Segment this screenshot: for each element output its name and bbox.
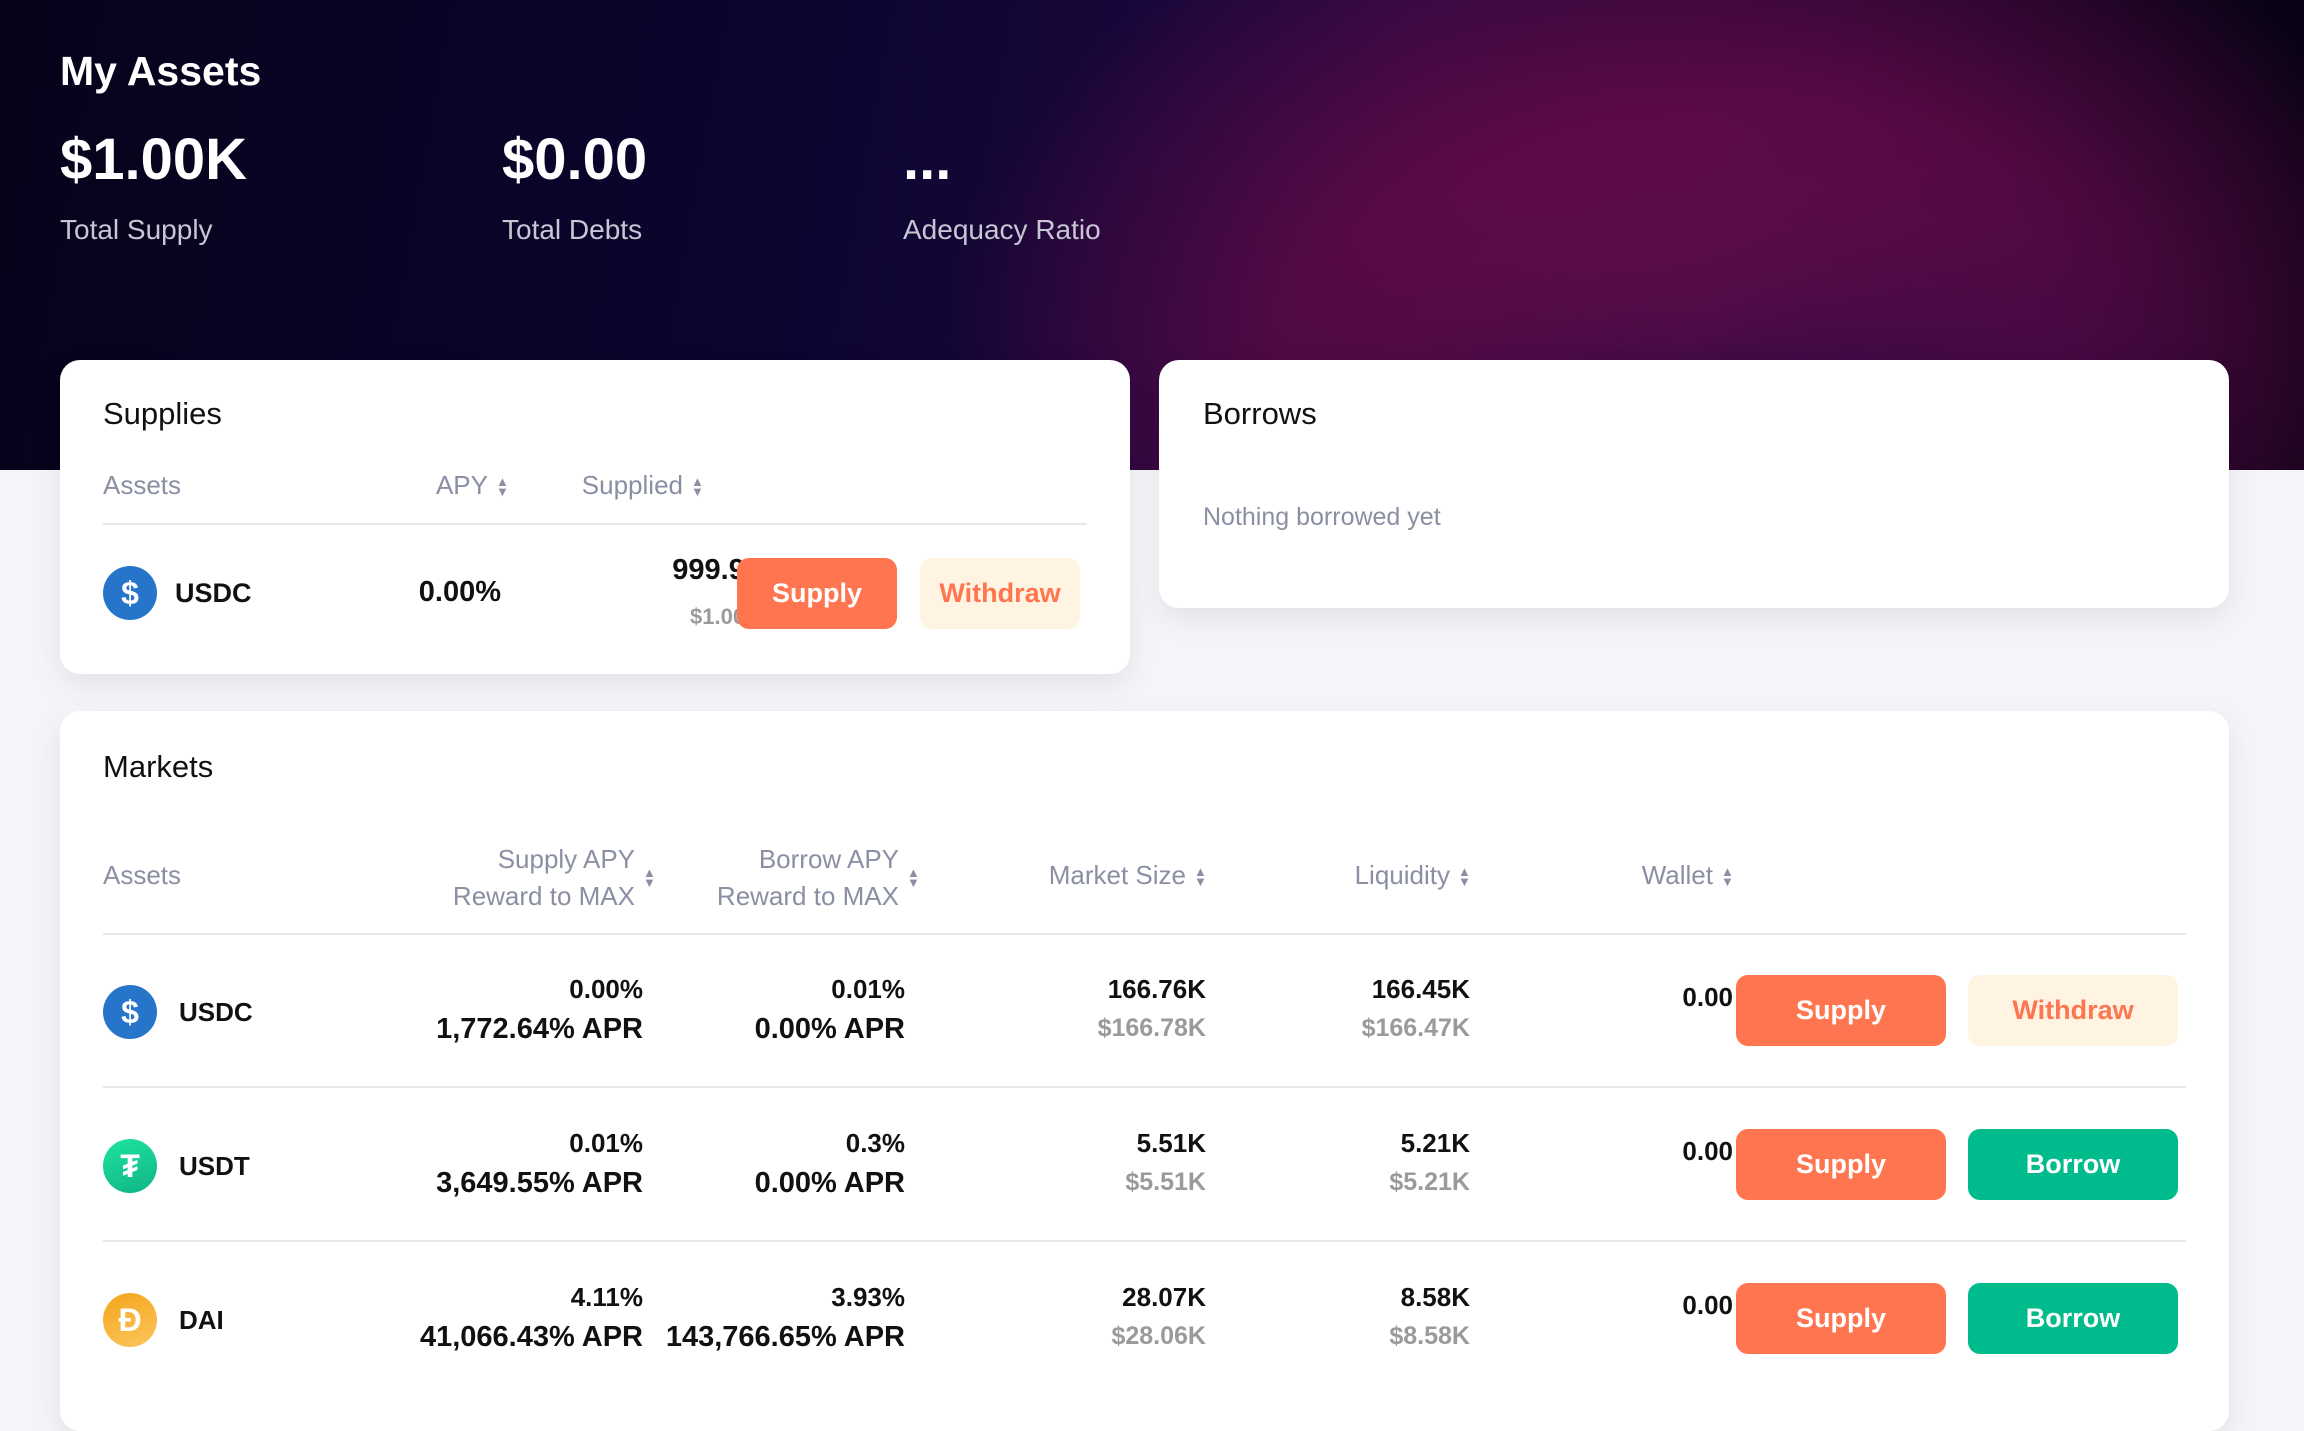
col-liquidity-sort[interactable]: Liquidity ▲ ▼ <box>1354 860 1471 891</box>
sort-icon: ▲ ▼ <box>907 865 920 890</box>
wallet-balance: 0.00 <box>1682 1290 1733 1320</box>
borrows-empty-message: Nothing borrowed yet <box>1203 503 1441 531</box>
adequacy-ratio-value: ... <box>903 127 952 192</box>
supply-button[interactable]: Supply <box>1736 1129 1946 1200</box>
withdraw-button[interactable]: Withdraw <box>1968 975 2178 1046</box>
borrow-apr: 0.00% APR <box>754 1013 905 1045</box>
col-assets: Assets <box>103 860 182 890</box>
borrow-apr: 0.00% APR <box>754 1167 905 1199</box>
apy-value: 0.00% <box>418 576 501 608</box>
borrow-button[interactable]: Borrow <box>1968 1283 2178 1354</box>
sort-icon: ▲ ▼ <box>691 474 704 500</box>
borrow-apr: 143,766.65% APR <box>665 1321 905 1353</box>
col-supplied-sort[interactable]: Supplied ▲ ▼ <box>581 470 704 501</box>
total-debts-value: $0.00 <box>502 127 648 192</box>
total-supply-label: Total Supply <box>60 214 213 245</box>
markets-card: Markets Assets Supply APY Reward to MAX ▲ ▼… <box>60 711 2229 1431</box>
markets-title: Markets <box>103 749 214 784</box>
wallet-balance: 0.00 <box>1682 982 1733 1012</box>
supply-apy: 0.01% <box>569 1128 643 1158</box>
usdt-icon: ₮ <box>103 1139 157 1193</box>
col-market-size: Market Size <box>1048 860 1186 890</box>
borrow-apy: 0.01% <box>831 974 905 1004</box>
asset-name: DAI <box>179 1305 224 1335</box>
borrow-apy: 3.93% <box>831 1282 905 1312</box>
borrow-button[interactable]: Borrow <box>1968 1129 2178 1200</box>
col-supply-reward: Reward to MAX <box>452 881 635 911</box>
page-title: My Assets <box>60 48 262 94</box>
total-supply-value: $1.00K <box>60 127 248 192</box>
divider <box>103 1240 2186 1242</box>
col-apy: APY <box>435 470 488 500</box>
col-borrow-apy-sort[interactable]: Borrow APY Reward to MAX ▲ ▼ <box>716 841 920 915</box>
market-size-usd: $28.06K <box>1111 1322 1206 1350</box>
usdc-icon: $ <box>103 566 157 620</box>
col-apy-sort[interactable]: APY ▲ ▼ <box>435 470 509 501</box>
supplies-title: Supplies <box>103 396 222 431</box>
market-size-usd: $5.51K <box>1125 1168 1206 1196</box>
supply-apr: 41,066.43% APR <box>419 1321 643 1353</box>
col-supply-apy-sort[interactable]: Supply APY Reward to MAX ▲ ▼ <box>452 841 656 915</box>
wallet-balance: 0.00 <box>1682 1136 1733 1166</box>
liquidity: 8.58K <box>1400 1282 1470 1312</box>
liquidity-usd: $5.21K <box>1389 1168 1470 1196</box>
supply-button[interactable]: Supply <box>737 558 897 629</box>
sort-icon: ▲ ▼ <box>496 474 509 500</box>
col-borrow-reward: Reward to MAX <box>716 881 899 911</box>
col-wallet: Wallet <box>1641 860 1713 890</box>
col-liquidity: Liquidity <box>1354 860 1450 890</box>
divider <box>103 1086 2186 1088</box>
col-supply-apy: Supply APY <box>497 844 635 874</box>
withdraw-button[interactable]: Withdraw <box>920 558 1080 629</box>
divider <box>103 933 2186 935</box>
divider <box>103 523 1087 525</box>
col-assets: Assets <box>103 470 182 500</box>
supply-apr: 1,772.64% APR <box>436 1013 643 1045</box>
supply-apr: 3,649.55% APR <box>436 1167 643 1199</box>
col-wallet-sort[interactable]: Wallet ▲ ▼ <box>1641 860 1734 891</box>
col-market-size-sort[interactable]: Market Size ▲ ▼ <box>1048 860 1207 891</box>
supplies-card: Supplies Assets APY ▲ ▼ Supplied ▲ ▼ $ USDC … <box>60 360 1130 674</box>
supply-button[interactable]: Supply <box>1736 975 1946 1046</box>
borrows-title: Borrows <box>1203 396 1317 431</box>
col-supplied: Supplied <box>581 470 683 500</box>
col-borrow-apy: Borrow APY <box>758 844 899 874</box>
liquidity-usd: $166.47K <box>1361 1014 1470 1042</box>
liquidity: 5.21K <box>1400 1128 1470 1158</box>
sort-icon: ▲ ▼ <box>1458 864 1471 890</box>
sort-icon: ▲ ▼ <box>1194 864 1207 890</box>
sort-icon: ▲ ▼ <box>1721 864 1734 890</box>
liquidity: 166.45K <box>1371 974 1470 1004</box>
total-debts-label: Total Debts <box>502 214 643 245</box>
market-size-usd: $166.78K <box>1097 1014 1206 1042</box>
dai-icon: Đ <box>103 1293 157 1347</box>
asset-name: USDT <box>179 1151 250 1181</box>
asset-name: USDC <box>175 578 252 608</box>
borrows-card: Borrows Nothing borrowed yet <box>1159 360 2229 608</box>
liquidity-usd: $8.58K <box>1389 1322 1470 1350</box>
supply-button[interactable]: Supply <box>1736 1283 1946 1354</box>
supply-apy: 4.11% <box>570 1282 643 1312</box>
market-size: 5.51K <box>1136 1128 1206 1158</box>
asset-name: USDC <box>179 997 253 1027</box>
sort-icon: ▲ ▼ <box>643 865 656 890</box>
market-size: 166.76K <box>1107 974 1206 1004</box>
supply-apy: 0.00% <box>569 974 643 1004</box>
adequacy-ratio-label: Adequacy Ratio <box>903 214 1101 245</box>
borrow-apy: 0.3% <box>845 1128 905 1158</box>
usdc-icon: $ <box>103 985 157 1039</box>
market-size: 28.07K <box>1122 1282 1206 1312</box>
